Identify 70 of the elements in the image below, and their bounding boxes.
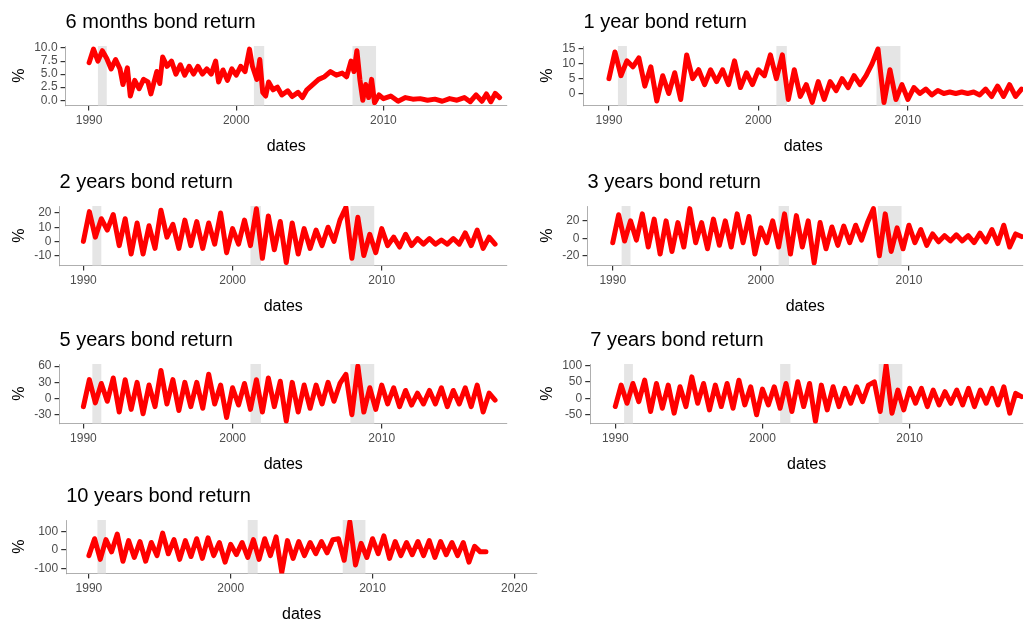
y-axis-title: % — [10, 228, 28, 243]
y-axis-title: % — [10, 68, 28, 83]
y-tick-label: 10 — [562, 56, 576, 71]
x-tick-label: 2000 — [222, 112, 250, 127]
y-tick-label: 0 — [44, 390, 52, 405]
x-axis-title: dates — [266, 136, 306, 154]
x-tick-label: 2000 — [745, 112, 773, 127]
y-tick-label: 15 — [562, 41, 576, 56]
x-tick-label: 1990 — [70, 272, 98, 287]
x-tick-label: 2000 — [749, 430, 777, 445]
x-tick-label: 1990 — [601, 430, 629, 445]
y-tick-label: 0 — [568, 85, 576, 100]
chart-title: 5 years bond return — [59, 327, 233, 350]
x-tick-label: 2010 — [894, 112, 922, 127]
x-tick-label: 2010 — [368, 272, 396, 287]
y-tick-label: 2.5 — [40, 79, 58, 94]
x-tick-label: 2010 — [359, 580, 387, 595]
x-axis-title: dates — [787, 454, 827, 472]
x-axis-title: dates — [785, 296, 825, 314]
x-tick-label: 2000 — [217, 580, 245, 595]
y-tick-label: -50 — [564, 407, 583, 422]
x-tick-label: 1990 — [75, 580, 103, 595]
y-axis-title: % — [538, 386, 556, 401]
y-tick-label: 0 — [44, 233, 52, 248]
y-tick-label: 30 — [38, 374, 52, 389]
y-tick-label: 100 — [38, 523, 59, 538]
y-tick-label: 0 — [572, 230, 580, 245]
x-tick-label: 1990 — [75, 112, 103, 127]
x-tick-label: 2010 — [370, 112, 398, 127]
y-tick-label: 20 — [38, 205, 52, 220]
y-tick-label: 10.0 — [34, 40, 58, 55]
chart-title: 3 years bond return — [587, 169, 761, 192]
y-tick-label: 7.5 — [40, 53, 58, 68]
y-tick-label: 0 — [51, 542, 59, 557]
x-tick-label: 1990 — [70, 430, 98, 445]
y-tick-label: 60 — [38, 358, 52, 373]
x-axis-title: dates — [282, 604, 322, 622]
x-tick-label: 2000 — [219, 430, 247, 445]
y-axis-title: % — [10, 386, 28, 401]
y-tick-label: 5 — [568, 70, 576, 85]
chart-title: 10 years bond return — [66, 483, 251, 506]
x-tick-label: 1990 — [599, 272, 627, 287]
y-tick-label: 10 — [38, 219, 52, 234]
y-tick-label: -30 — [34, 407, 52, 422]
x-tick-label: 2000 — [747, 272, 775, 287]
chart-title: 1 year bond return — [583, 9, 747, 32]
x-tick-label: 2010 — [895, 272, 923, 287]
chart-title: 6 months bond return — [65, 9, 256, 32]
y-tick-label: -100 — [34, 561, 59, 576]
x-tick-label: 1990 — [595, 112, 623, 127]
x-axis-title: dates — [783, 136, 823, 154]
x-tick-label: 2000 — [219, 272, 247, 287]
chart-title: 2 years bond return — [59, 169, 233, 192]
x-axis-title: dates — [263, 296, 303, 314]
y-axis-title: % — [538, 228, 556, 243]
x-axis-title: dates — [263, 454, 303, 472]
chart-title: 7 years bond return — [590, 327, 764, 350]
y-axis-title: % — [10, 539, 28, 554]
x-tick-label: 2010 — [368, 430, 396, 445]
y-axis-title: % — [538, 68, 556, 83]
y-tick-label: 0 — [575, 390, 583, 405]
y-tick-label: 50 — [568, 374, 583, 389]
x-tick-label: 2010 — [896, 430, 924, 445]
y-tick-label: 5.0 — [40, 66, 58, 81]
y-tick-label: 20 — [566, 213, 580, 228]
y-tick-label: -10 — [34, 247, 52, 262]
y-tick-label: 0.0 — [40, 92, 58, 107]
y-tick-label: 100 — [562, 357, 583, 372]
y-tick-label: -20 — [562, 248, 580, 263]
x-tick-label: 2020 — [500, 580, 528, 595]
